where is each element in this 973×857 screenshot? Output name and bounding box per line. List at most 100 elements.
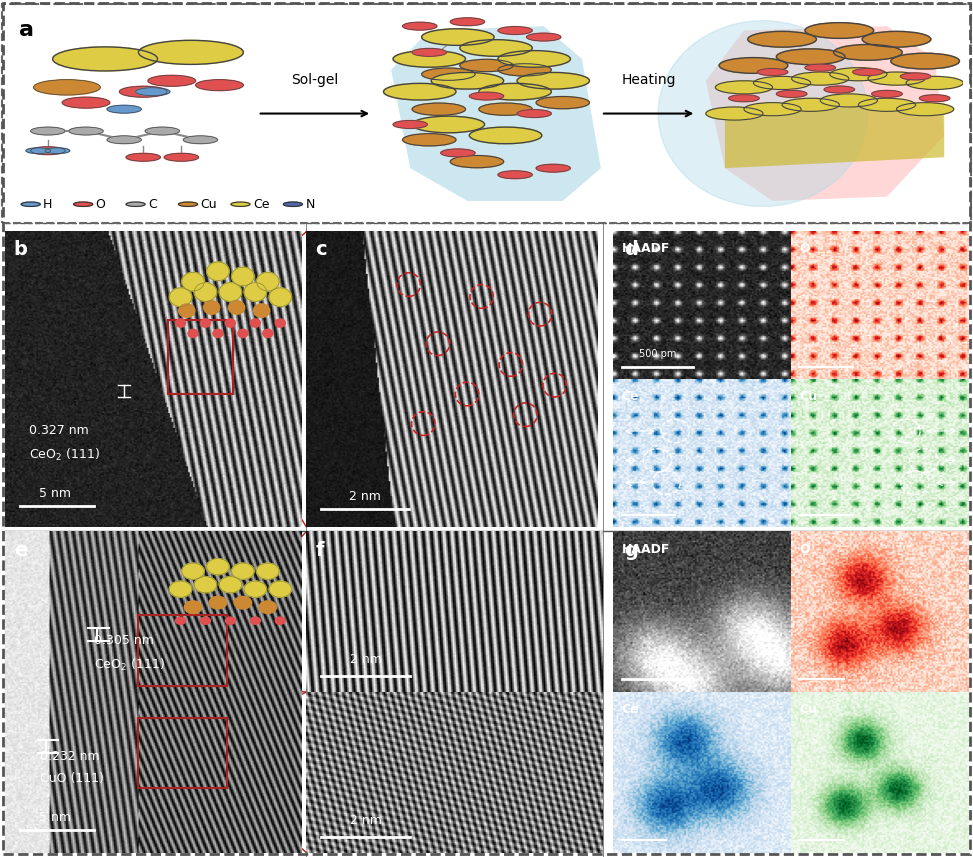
Circle shape [183, 136, 218, 144]
Circle shape [498, 51, 570, 67]
Circle shape [872, 90, 902, 98]
Text: f: f [315, 541, 324, 560]
Text: Ce: Ce [253, 198, 270, 211]
Text: 5 nm: 5 nm [39, 811, 71, 824]
Circle shape [413, 117, 485, 133]
Circle shape [200, 617, 210, 624]
Circle shape [757, 69, 788, 75]
Circle shape [753, 76, 811, 89]
Text: d: d [624, 240, 637, 260]
Text: 20 nm: 20 nm [642, 660, 673, 670]
Circle shape [232, 563, 254, 579]
Circle shape [383, 83, 456, 100]
Circle shape [393, 51, 465, 67]
Polygon shape [725, 103, 944, 168]
Circle shape [196, 80, 243, 91]
Circle shape [824, 86, 854, 93]
Bar [138, 615, 228, 686]
Circle shape [237, 329, 248, 338]
Circle shape [891, 53, 959, 69]
Circle shape [169, 288, 192, 307]
Circle shape [175, 319, 186, 327]
Circle shape [729, 95, 759, 102]
Text: HAADF: HAADF [622, 242, 670, 255]
Circle shape [536, 165, 570, 172]
Circle shape [175, 617, 186, 624]
Text: 2 nm: 2 nm [350, 814, 381, 827]
Circle shape [862, 32, 931, 47]
Circle shape [858, 99, 916, 111]
Circle shape [852, 69, 883, 75]
Circle shape [792, 72, 848, 85]
Circle shape [744, 103, 801, 116]
Circle shape [107, 136, 141, 144]
Circle shape [431, 73, 504, 89]
Circle shape [203, 301, 220, 315]
Circle shape [283, 202, 303, 207]
Text: a: a [19, 20, 34, 39]
Text: O: O [800, 242, 811, 255]
Circle shape [270, 288, 292, 307]
Text: N: N [306, 198, 314, 211]
Circle shape [805, 64, 836, 71]
Circle shape [126, 202, 145, 207]
Circle shape [182, 563, 204, 579]
Circle shape [253, 304, 270, 317]
Text: Ce: Ce [622, 704, 639, 716]
Circle shape [169, 581, 192, 597]
Circle shape [441, 149, 475, 157]
Text: CeO$_2$ (111): CeO$_2$ (111) [93, 656, 164, 673]
Circle shape [120, 87, 167, 97]
Text: Ce: Ce [622, 390, 639, 403]
Text: 0.232 nm: 0.232 nm [41, 750, 100, 763]
Circle shape [270, 581, 292, 597]
Circle shape [138, 40, 243, 64]
Circle shape [259, 601, 276, 614]
Circle shape [460, 39, 532, 57]
Circle shape [413, 103, 465, 116]
Circle shape [164, 153, 198, 161]
Bar [168, 321, 234, 394]
Circle shape [62, 97, 110, 108]
Circle shape [244, 581, 267, 597]
Circle shape [69, 127, 103, 135]
Circle shape [178, 202, 198, 207]
Text: 2 nm: 2 nm [349, 490, 380, 503]
Circle shape [234, 596, 252, 609]
Circle shape [53, 47, 158, 71]
Circle shape [469, 127, 542, 144]
Circle shape [919, 95, 950, 102]
Circle shape [263, 329, 272, 338]
Circle shape [868, 72, 925, 85]
Circle shape [219, 577, 241, 593]
Circle shape [45, 148, 70, 153]
Text: Cu: Cu [800, 390, 817, 403]
Circle shape [107, 105, 141, 113]
Circle shape [188, 329, 198, 338]
Text: 5 nm: 5 nm [39, 488, 71, 500]
Circle shape [403, 22, 437, 30]
Circle shape [498, 171, 532, 178]
Circle shape [782, 99, 840, 111]
Circle shape [776, 90, 807, 98]
Circle shape [896, 103, 954, 116]
Text: g: g [624, 541, 637, 560]
Text: 0.305 nm: 0.305 nm [93, 634, 154, 647]
Text: H: H [43, 198, 53, 211]
Circle shape [820, 94, 878, 107]
Circle shape [705, 107, 763, 120]
Text: c: c [315, 240, 327, 260]
Circle shape [450, 18, 485, 26]
Circle shape [229, 301, 245, 315]
Circle shape [393, 121, 427, 129]
Text: C: C [148, 198, 157, 211]
Text: HAADF: HAADF [622, 542, 670, 555]
Circle shape [498, 63, 552, 76]
Circle shape [213, 329, 223, 338]
Text: Sol-gel: Sol-gel [291, 74, 339, 87]
Circle shape [33, 80, 100, 95]
Circle shape [206, 559, 230, 575]
Circle shape [195, 283, 217, 302]
Circle shape [403, 134, 456, 146]
Circle shape [31, 127, 65, 135]
